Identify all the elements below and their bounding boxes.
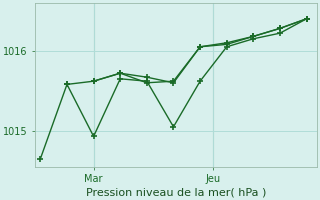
X-axis label: Pression niveau de la mer( hPa ): Pression niveau de la mer( hPa )	[86, 187, 266, 197]
